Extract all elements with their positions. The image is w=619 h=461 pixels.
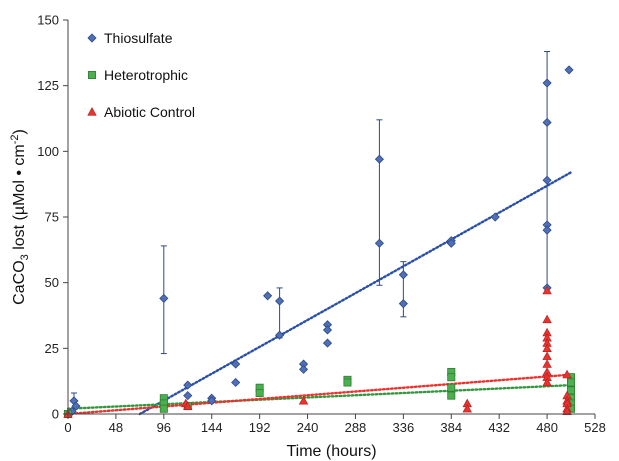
data-point-thiosulfate (542, 175, 552, 185)
y-tick-label: 150 (37, 13, 59, 28)
plot-area (63, 51, 576, 419)
axes: 0 48 96 144 192 240 288 336 384 432 480 528 0 25 50 75 1… (37, 13, 606, 436)
legend-marker-thiosulfate (87, 33, 97, 43)
legend-label-abiotic-control: Abiotic Control (104, 104, 195, 120)
data-point-thiosulfate (183, 380, 193, 390)
x-tick-label: 384 (440, 420, 462, 435)
data-point-thiosulfate (374, 154, 384, 164)
data-point-heterotrophic (567, 386, 576, 395)
y-tick-label: 75 (45, 210, 59, 225)
legend-label-heterotrophic: Heterotrophic (104, 67, 188, 83)
legend-label-thiosulfate: Thiosulfate (104, 30, 173, 46)
data-point-abiotic-control (542, 359, 552, 368)
data-point-thiosulfate (298, 364, 309, 374)
data-point-thiosulfate (542, 78, 552, 88)
trendline-thiosulfate (138, 171, 573, 416)
data-point-abiotic-control (183, 401, 193, 410)
data-point-abiotic-control (542, 377, 552, 387)
data-point-heterotrophic (255, 388, 264, 397)
x-axis-title: Time (hours) (286, 443, 376, 460)
data-point-thiosulfate (71, 401, 81, 411)
data-point-heterotrophic (567, 378, 576, 387)
x-tick-label: 48 (109, 420, 123, 435)
x-tick-label: 432 (488, 420, 510, 435)
data-point-abiotic-control (562, 406, 572, 416)
data-point-thiosulfate (446, 238, 456, 248)
y-tick-label: 50 (45, 275, 59, 290)
data-point-thiosulfate (542, 117, 552, 128)
x-tick-label: 480 (536, 420, 558, 435)
data-point-abiotic-control (542, 285, 552, 295)
y-axis-title-part: CaCO (11, 260, 28, 304)
data-point-heterotrophic (343, 378, 352, 387)
legend-marker-abiotic-control (87, 107, 97, 116)
y-axis-title-part: lost (µMol • cm (11, 144, 28, 254)
data-point-thiosulfate (159, 293, 169, 303)
data-point-heterotrophic (159, 404, 168, 413)
y-tick-label: 0 (52, 407, 59, 422)
x-tick-label: 336 (393, 420, 415, 435)
data-point-heterotrophic (447, 383, 456, 392)
y-axis-title: CaCO3 lost (µMol • cm-2) (9, 129, 31, 305)
data-point-thiosulfate (398, 299, 408, 309)
y-tick-label: 125 (37, 78, 59, 93)
y-tick-label: 25 (45, 341, 59, 356)
x-tick-label: 0 (64, 420, 71, 435)
y-axis-title-subscript: 3 (19, 254, 31, 260)
data-point-thiosulfate (207, 396, 217, 406)
data-point-heterotrophic (447, 373, 456, 382)
data-point-thiosulfate (183, 391, 193, 401)
data-point-abiotic-control (562, 369, 572, 379)
data-point-thiosulfate (231, 359, 241, 369)
trendline-heterotrophic (66, 383, 573, 410)
data-point-heterotrophic (447, 391, 456, 400)
data-point-thiosulfate (322, 338, 333, 348)
x-tick-label: 288 (345, 420, 367, 435)
y-axis-title-superscript: -2 (9, 135, 21, 145)
x-tick-label: 240 (297, 420, 319, 435)
x-tick-label: 96 (157, 420, 171, 435)
data-point-thiosulfate (275, 296, 285, 306)
data-point-thiosulfate (564, 65, 574, 75)
data-point-thiosulfate (542, 225, 552, 235)
data-point-thiosulfate (398, 270, 408, 280)
data-point-abiotic-control (542, 314, 552, 324)
y-axis-title-part: ) (11, 129, 28, 134)
data-point-thiosulfate (275, 330, 285, 340)
data-point-thiosulfate (263, 291, 273, 301)
legend-marker-heterotrophic (88, 71, 97, 80)
data-point-abiotic-control (298, 396, 309, 405)
trendline-abiotic-control (66, 373, 573, 416)
data-point-thiosulfate (231, 377, 241, 388)
data-point-abiotic-control (462, 403, 472, 413)
x-tick-label: 192 (249, 420, 271, 435)
data-point-thiosulfate (374, 238, 384, 248)
data-point-thiosulfate (490, 212, 500, 222)
y-tick-label: 100 (37, 144, 59, 159)
data-point-abiotic-control (542, 351, 552, 360)
legend: Thiosulfate Heterotrophic Abiotic Control (87, 30, 195, 120)
x-tick-label: 528 (584, 420, 606, 435)
x-tick-label: 144 (201, 420, 223, 435)
data-point-thiosulfate (322, 325, 333, 335)
